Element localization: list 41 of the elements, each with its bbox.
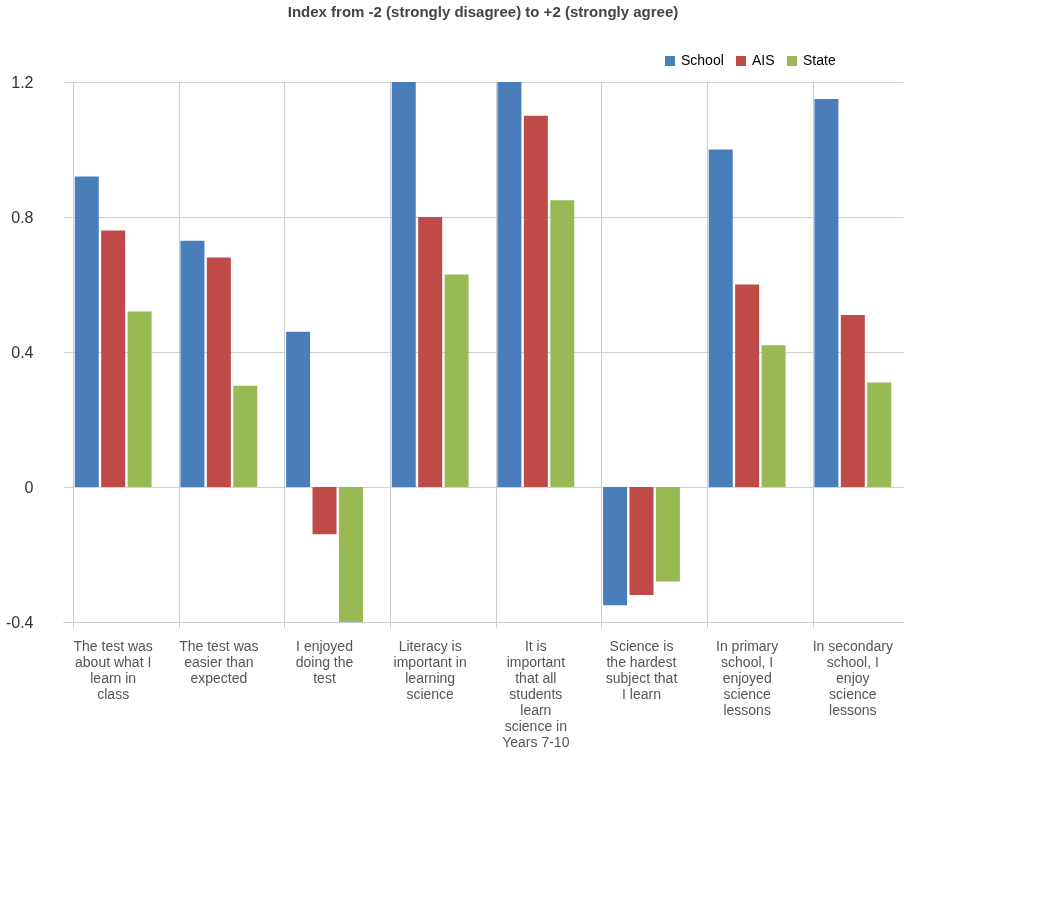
x-tick-label: I enjoyed doing the test bbox=[295, 637, 354, 686]
bar bbox=[655, 487, 680, 582]
y-tick-label: 0 bbox=[24, 478, 34, 496]
bar bbox=[444, 274, 469, 487]
bar bbox=[867, 382, 892, 487]
bar bbox=[286, 331, 311, 487]
chart-title: Index from -2 (strongly disagree) to +2 (strongly agree) bbox=[287, 3, 679, 20]
bar bbox=[497, 82, 522, 487]
x-tick-label: In primary school, I enjoyed science lessons bbox=[716, 637, 779, 718]
x-tick-label: Literacy is important in learning science bbox=[393, 637, 467, 702]
x-tick-label: It is important that all students learn science in Years 7-10 bbox=[502, 637, 570, 750]
bar bbox=[550, 200, 575, 487]
bar bbox=[101, 230, 126, 487]
bar bbox=[312, 487, 337, 535]
bar bbox=[708, 149, 733, 487]
bar bbox=[180, 240, 205, 487]
bar bbox=[391, 82, 416, 487]
bar bbox=[840, 314, 865, 487]
bar bbox=[233, 385, 258, 487]
bar bbox=[74, 176, 99, 487]
legend-label: School bbox=[681, 52, 724, 68]
x-tick-label: In secondary school, I enjoy science lessons bbox=[812, 637, 893, 718]
bar bbox=[735, 284, 760, 487]
legend-label: State bbox=[803, 52, 836, 68]
y-tick-label: 1.2 bbox=[11, 73, 34, 91]
bar bbox=[206, 257, 231, 487]
y-tick-label: 0.4 bbox=[11, 343, 34, 361]
bar bbox=[338, 487, 363, 622]
y-tick-label: 0.8 bbox=[11, 208, 34, 226]
legend-label: AIS bbox=[752, 52, 775, 68]
bar bbox=[418, 217, 443, 487]
bar bbox=[761, 345, 786, 487]
x-tick-label: The test was about what I learn in class bbox=[73, 637, 153, 702]
y-tick-label: -0.4 bbox=[5, 613, 34, 631]
bar bbox=[523, 115, 548, 487]
bar bbox=[629, 487, 654, 595]
bar bbox=[603, 487, 628, 606]
x-tick-label: Science is the hardest subject that I learn bbox=[605, 637, 678, 702]
bar bbox=[127, 311, 152, 487]
bar bbox=[814, 98, 839, 487]
x-tick-label: The test was easier than expected bbox=[179, 637, 259, 686]
